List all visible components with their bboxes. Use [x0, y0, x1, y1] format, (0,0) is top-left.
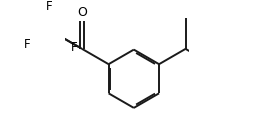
Text: O: O — [77, 6, 87, 19]
Text: F: F — [71, 41, 78, 54]
Text: F: F — [24, 38, 30, 51]
Text: F: F — [46, 0, 52, 13]
